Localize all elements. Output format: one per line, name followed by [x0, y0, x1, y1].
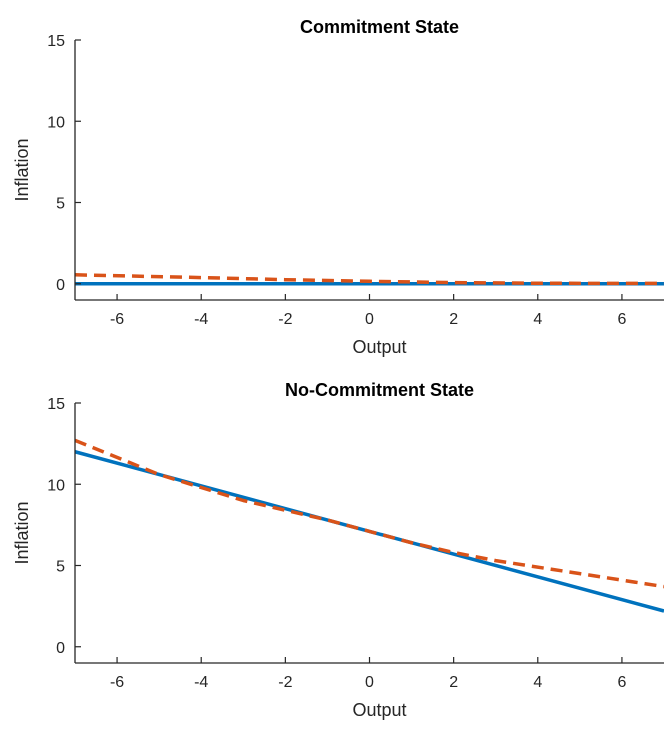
commitment-x-tick-label: 6: [617, 311, 626, 328]
commitment-state-plot: -6 -4 -2 0 2 4 6 0 5 10 15 Commitment State Output In…: [12, 17, 664, 357]
no-commitment-series-group: [75, 438, 664, 613]
no-commitment-y-tick-label: 5: [56, 559, 65, 576]
no-commitment-x-axis-label: Output: [352, 700, 406, 720]
no-commitment-series-dashed-line: [75, 438, 664, 589]
commitment-x-tick-label: 2: [449, 311, 458, 328]
commitment-y-tick-label: 5: [56, 196, 65, 213]
no-commitment-x-tick-label: 4: [533, 674, 542, 691]
no-commitment-x-tick-label: -2: [278, 674, 292, 691]
no-commitment-x-tick-label: 2: [449, 674, 458, 691]
no-commitment-state-plot: -6 -4 -2 0 2 4 6 0 5 10 15 No-Commitment State Outpu…: [12, 380, 664, 720]
commitment-y-tick-label: 15: [47, 33, 65, 50]
commitment-x-tick-label: -6: [110, 311, 124, 328]
no-commitment-x-tick-label: -4: [194, 674, 208, 691]
commitment-series-dashed-line: [75, 273, 664, 286]
commitment-x-tick-label: 0: [365, 311, 374, 328]
no-commitment-y-tick-label: 10: [47, 477, 65, 494]
no-commitment-y-tick-label: 0: [56, 640, 65, 657]
commitment-x-tick-label: 4: [533, 311, 542, 328]
commitment-y-tick-label: 10: [47, 114, 65, 131]
commitment-y-tick-label: 0: [56, 277, 65, 294]
commitment-x-tick-label: -2: [278, 311, 292, 328]
commitment-series-group: [75, 273, 664, 286]
commitment-x-tick-label: -4: [194, 311, 208, 328]
no-commitment-chart-title: No-Commitment State: [285, 380, 474, 400]
commitment-y-axis-label: Inflation: [12, 138, 32, 201]
commitment-chart-title: Commitment State: [300, 17, 459, 37]
no-commitment-y-axis-label: Inflation: [12, 501, 32, 564]
no-commitment-x-tick-label: 6: [617, 674, 626, 691]
commitment-x-axis-label: Output: [352, 337, 406, 357]
no-commitment-x-tick-label: -6: [110, 674, 124, 691]
no-commitment-y-tick-label: 15: [47, 396, 65, 413]
no-commitment-x-tick-label: 0: [365, 674, 374, 691]
